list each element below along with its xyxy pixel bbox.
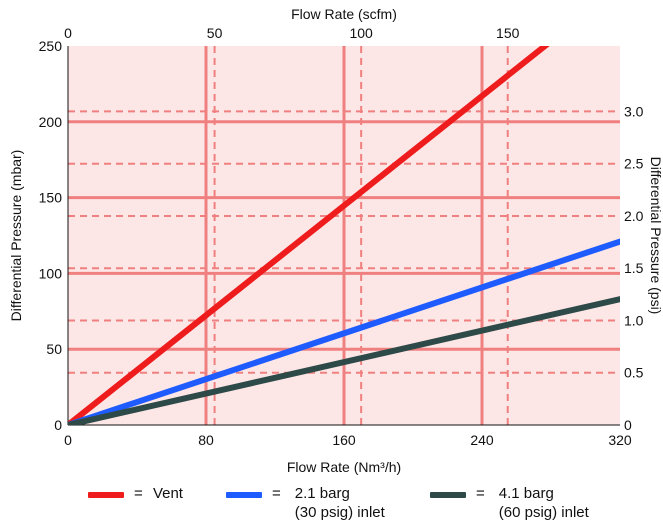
legend-swatch-4-1-barg [430,492,466,498]
legend-swatch-vent [88,492,124,498]
x2-tick-label-2: 100 [349,25,373,41]
x2-tick-label-3: 150 [496,25,520,41]
legend-item-vent: = Vent [88,484,183,503]
x-tick-label-1: 80 [198,432,214,448]
series-line-1 [68,238,620,425]
legend-prefix-2-1-barg: = [272,485,281,502]
y2-tick-label-3: 1.5 [624,260,644,276]
legend-label-2-1-barg: 2.1 barg (30 psig) inlet [294,485,385,521]
y2-tick-label-4: 2.0 [624,208,644,224]
legend-text-vent: = Vent [134,484,183,503]
series-line-2 [68,296,620,425]
x2-tick-label-0: 0 [64,25,72,41]
y2-tick-label-5: 2.5 [624,156,644,172]
legend-text-4-1-barg: = 4.1 barg (60 psig) inlet [476,484,589,522]
x2-axis-title: Flow Rate (scfm) [291,6,397,22]
y-tick-label-1: 50 [46,341,62,357]
y2-tick-label-0: 0 [624,417,632,433]
y-tick-label-0: 0 [54,417,62,433]
legend-item-4-1-barg: = 4.1 barg (60 psig) inlet [430,484,589,522]
x-axis-title: Flow Rate (Nm³/h) [287,459,401,475]
legend-prefix-vent: = [134,485,147,502]
legend-swatch-2-1-barg [226,492,262,498]
x-tick-label-2: 160 [332,432,356,448]
legend-label-vent: Vent [152,485,183,502]
x-tick-label-0: 0 [64,432,72,448]
x-tick-label-4: 320 [608,432,632,448]
y-tick-label-4: 200 [39,114,63,130]
legend: = Vent = 2.1 barg (30 psig) inlet = 4.1 ba… [0,484,663,528]
legend-label-4-1-barg: 4.1 barg (60 psig) inlet [498,485,589,521]
series-line-0 [68,46,550,425]
y-tick-label-3: 150 [39,190,63,206]
legend-text-2-1-barg: = 2.1 barg (30 psig) inlet [272,484,385,522]
y-axis-title: Differential Pressure (mbar) [8,150,24,322]
y2-tick-label-2: 1.0 [624,312,644,328]
y2-tick-label-6: 3.0 [624,103,644,119]
y-tick-label-2: 100 [39,265,63,281]
y2-tick-label-1: 0.5 [624,365,644,381]
x2-tick-label-1: 50 [207,25,223,41]
legend-item-2-1-barg: = 2.1 barg (30 psig) inlet [226,484,385,522]
y2-axis-title: Differential Pressure (psi) [648,157,663,315]
x-tick-label-3: 240 [470,432,494,448]
y-tick-label-5: 250 [39,38,63,54]
legend-prefix-4-1-barg: = [476,485,485,502]
